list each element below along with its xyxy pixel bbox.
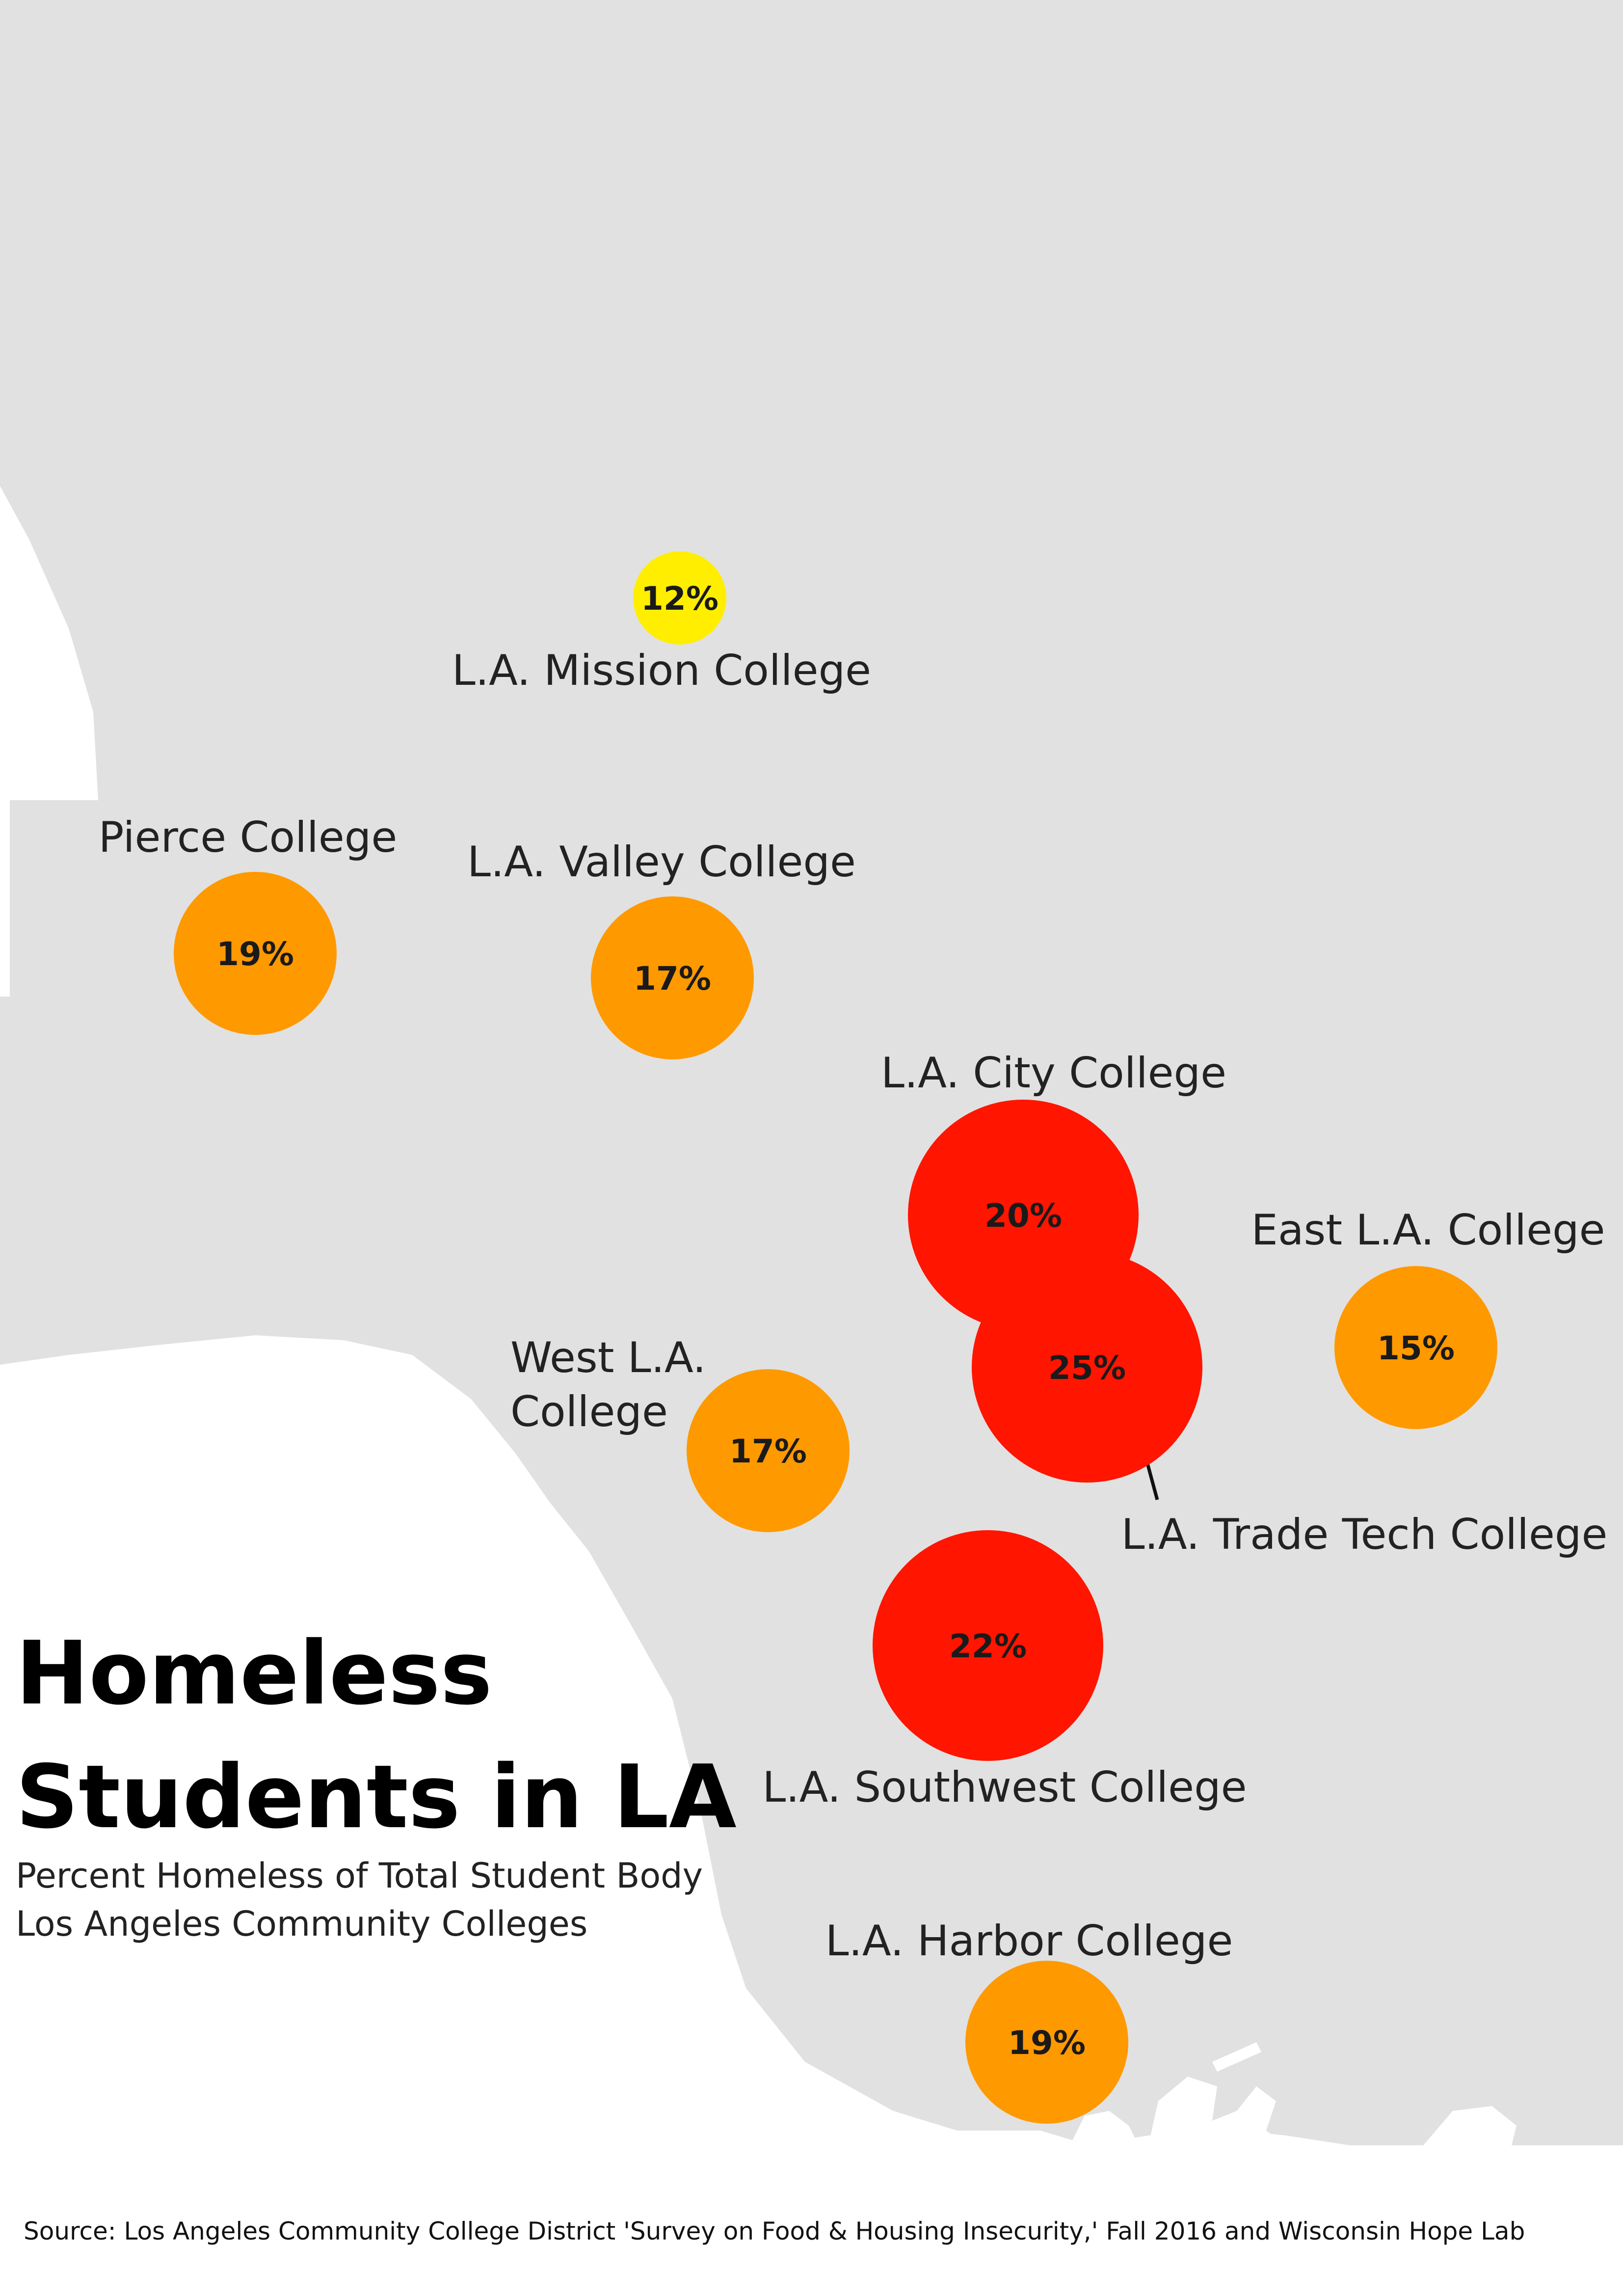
bubble-value-label: 25% xyxy=(1048,1349,1126,1387)
map-subtitle-line-1: Percent Homeless of Total Student Body xyxy=(16,1856,703,1896)
college-name-line: L.A. Harbor College xyxy=(825,1917,1233,1966)
harbor-shape xyxy=(1070,2111,1139,2145)
college-name-line: L.A. City College xyxy=(881,1049,1226,1098)
college-name-label: West L.A. College xyxy=(510,1333,706,1436)
bubble-value-label: 20% xyxy=(984,1197,1062,1235)
source-note: Source: Los Angeles Community College Di… xyxy=(24,2217,1525,2245)
bubble-circle xyxy=(1334,1266,1497,1429)
college-name-line: East L.A. College xyxy=(1251,1206,1605,1255)
bubble-circle xyxy=(174,872,337,1035)
bubble-value-label: 22% xyxy=(949,1627,1027,1665)
college-name-label: Pierce College xyxy=(99,813,398,862)
bubble-value-label: 12% xyxy=(641,580,718,618)
harbor-detail xyxy=(1070,2042,1517,2145)
bubble-circle xyxy=(591,896,754,1059)
land-area xyxy=(0,0,1623,2145)
college-name-label: L.A. Mission College xyxy=(452,646,871,695)
bubble-value-label: 15% xyxy=(1377,1329,1455,1367)
map-title-line-1: Homeless xyxy=(16,1622,492,1724)
college-name-label: L.A. Valley College xyxy=(467,837,856,887)
college-name-label: East L.A. College xyxy=(1251,1206,1605,1255)
college-name-line: College xyxy=(510,1387,668,1436)
bubble-value-label: 19% xyxy=(1008,2024,1086,2062)
bubble-circle xyxy=(965,1961,1128,2124)
college-name-line: L.A. Trade Tech College xyxy=(1121,1510,1608,1559)
college-name-line: Pierce College xyxy=(99,813,398,862)
college-name-label: L.A. Southwest College xyxy=(762,1763,1247,1812)
college-labels: L.A. Mission College Pierce College L.A. V… xyxy=(99,646,1608,1966)
college-name-label: L.A. City College xyxy=(881,1049,1226,1098)
college-name-line: L.A. Southwest College xyxy=(762,1763,1247,1812)
college-bubble: 19% xyxy=(174,872,337,1035)
college-bubble: 17% xyxy=(591,896,754,1059)
harbor-shape xyxy=(1148,2077,1286,2145)
harbor-shape xyxy=(1423,2106,1517,2145)
bubble-value-label: 17% xyxy=(634,960,711,998)
college-bubble: 12% xyxy=(633,551,726,645)
college-bubble: 15% xyxy=(1334,1266,1497,1429)
bubble-circle xyxy=(873,1530,1103,1761)
college-name-line: L.A. Valley College xyxy=(467,837,856,887)
college-bubble: 22% xyxy=(873,1530,1103,1761)
map-title-line-2: Students in LA xyxy=(16,1746,737,1848)
college-name-label: L.A. Harbor College xyxy=(825,1917,1233,1966)
college-name-line: L.A. Mission College xyxy=(452,646,871,695)
bubble-circle xyxy=(972,1252,1202,1483)
bubble-circle xyxy=(633,551,726,645)
college-bubble: 17% xyxy=(687,1369,850,1532)
bubble-circle xyxy=(687,1369,850,1532)
bubble-value-label: 17% xyxy=(729,1432,807,1470)
college-bubble: 25% xyxy=(972,1252,1202,1483)
college-bubbles: 12% 19% 17% 20% 15% 17% 25% 22% 19% xyxy=(174,551,1497,2124)
college-bubble: 19% xyxy=(965,1961,1128,2124)
college-name-line: West L.A. xyxy=(510,1333,706,1382)
bubble-value-label: 19% xyxy=(216,935,294,973)
harbor-shape xyxy=(1212,2042,1261,2072)
map-subtitle-line-2: Los Angeles Community Colleges xyxy=(16,1904,587,1944)
college-name-label: L.A. Trade Tech College xyxy=(1121,1510,1608,1559)
